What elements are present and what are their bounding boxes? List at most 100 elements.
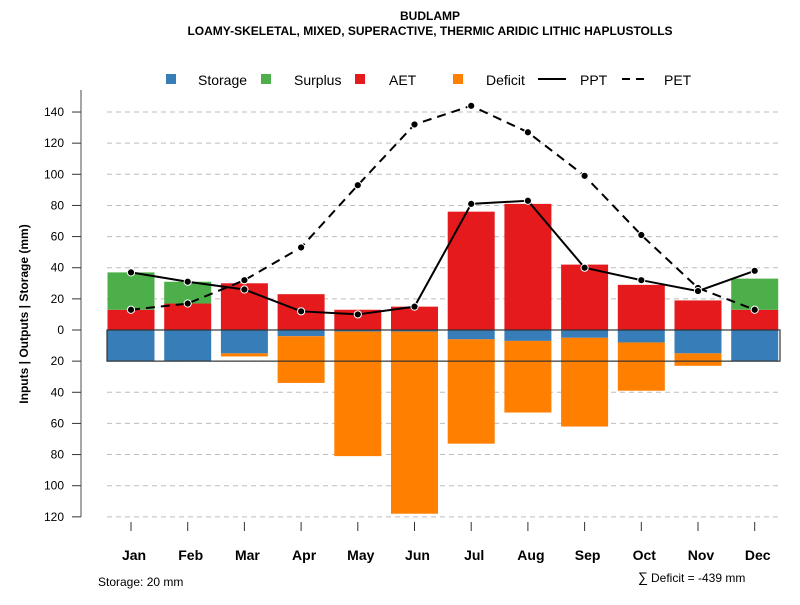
line-pet: [130, 104, 756, 311]
legend-label-aet: AET: [389, 72, 417, 88]
bar-storage: [391, 330, 438, 332]
x-tick-label: Feb: [178, 547, 203, 563]
y-tick-label: 40: [51, 261, 65, 275]
point-pet: [637, 230, 646, 240]
bar-storage: [220, 330, 268, 354]
bars: [107, 203, 779, 514]
bar-aet: [731, 309, 779, 330]
x-tick-label: Jan: [122, 547, 146, 563]
bar-storage: [674, 330, 722, 354]
y-tick-label: 0: [57, 323, 64, 337]
legend-swatch-storage: [166, 74, 176, 84]
bar-deficit: [277, 336, 325, 383]
y-tick-label: 60: [51, 230, 65, 244]
point-ppt: [240, 285, 249, 294]
y-tick-label: 80: [51, 448, 65, 462]
y-tick-label: 120: [44, 136, 64, 150]
bar-storage: [334, 330, 382, 332]
legend-label-deficit: Deficit: [486, 72, 525, 88]
y-tick-label: 80: [51, 198, 65, 212]
bar-deficit: [561, 337, 609, 427]
point-pet: [467, 101, 476, 110]
x-tick-label: May: [347, 547, 374, 563]
chart-subtitle: LOAMY-SKELETAL, MIXED, SUPERACTIVE, THER…: [187, 24, 672, 38]
x-tick-label: Apr: [292, 547, 317, 563]
bar-storage: [107, 330, 155, 362]
legend-swatch-aet: [355, 74, 365, 84]
deficit-sum-label: Deficit = -439 mm: [651, 571, 745, 585]
legend-label-pet: PET: [664, 72, 692, 88]
legend: Storage Surplus AET Deficit PPT PET: [166, 72, 692, 88]
bar-storage: [561, 330, 609, 338]
x-tick-label: Sep: [575, 547, 601, 563]
bar-aet: [107, 309, 155, 330]
x-tick-label: Dec: [745, 547, 771, 563]
y-tick-label: 20: [51, 354, 65, 368]
bar-deficit: [391, 331, 438, 514]
point-pet: [750, 305, 759, 314]
point-pet: [126, 305, 136, 314]
grid-lines: [107, 111, 780, 518]
x-tick-label: Nov: [688, 547, 715, 563]
storage-capacity-box: [106, 329, 781, 362]
bar-aet: [447, 211, 495, 330]
bar-aet: [617, 284, 665, 330]
point-ppt: [183, 277, 192, 286]
series-lines: [126, 101, 759, 319]
point-pet: [297, 243, 306, 252]
bar-surplus: [164, 281, 212, 304]
storage-note: Storage: 20 mm: [98, 575, 183, 589]
bar-aet: [504, 203, 552, 330]
legend-label-surplus: Surplus: [294, 72, 341, 88]
bar-aet: [164, 303, 212, 330]
bar-aet: [334, 309, 382, 330]
y-tick-label: 20: [51, 292, 65, 306]
y-tick-label: 100: [44, 167, 64, 181]
y-tick-label: 60: [51, 416, 65, 430]
point-ppt: [693, 286, 703, 296]
x-tick-label: Jul: [464, 547, 484, 563]
bar-surplus: [107, 272, 155, 310]
x-tick-label: Mar: [235, 547, 260, 563]
bar-storage: [504, 330, 552, 341]
storage-capacity-rect: [106, 329, 781, 362]
y-tick-label: 40: [51, 385, 65, 399]
point-ppt: [580, 263, 589, 272]
y-tick-label: 100: [44, 479, 64, 493]
point-pet: [240, 276, 249, 285]
bar-deficit: [220, 353, 268, 357]
bar-storage: [447, 330, 495, 340]
point-ppt: [750, 266, 759, 275]
bar-deficit: [334, 331, 382, 457]
x-tick-label: Jun: [405, 547, 430, 563]
point-pet: [353, 181, 362, 190]
bar-deficit: [674, 353, 722, 366]
y-tick-label: 120: [44, 510, 64, 524]
point-ppt: [297, 307, 306, 316]
legend-swatch-surplus: [261, 74, 271, 84]
legend-label-ppt: PPT: [580, 72, 608, 88]
point-ppt: [353, 310, 362, 319]
bar-aet: [674, 300, 722, 330]
legend-label-storage: Storage: [198, 72, 247, 88]
point-pet: [580, 171, 589, 180]
chart-title: BUDLAMP: [400, 9, 460, 23]
y-axis: 140 120 100 80 60 40 20 0 20 40 60 80 100 120: [44, 90, 82, 524]
line-ppt: [130, 199, 756, 316]
bar-storage: [617, 330, 665, 343]
bar-aet: [561, 264, 609, 330]
bar-deficit: [617, 342, 665, 391]
point-pet: [183, 299, 192, 308]
point-ppt: [467, 199, 476, 208]
x-axis: Jan Feb Mar Apr May Jun Jul Aug Sep Oct Nov Dec: [122, 522, 771, 563]
legend-swatch-deficit: [453, 74, 463, 84]
bar-storage: [731, 330, 779, 362]
point-pet: [410, 120, 419, 129]
bar-surplus: [731, 278, 779, 310]
bar-aet: [391, 306, 438, 330]
point-ppt: [126, 268, 136, 277]
deficit-sum-symbol: ∑: [638, 569, 648, 585]
y-axis-label: Inputs | Outputs | Storage (mm): [17, 224, 31, 403]
bar-storage: [164, 330, 212, 362]
